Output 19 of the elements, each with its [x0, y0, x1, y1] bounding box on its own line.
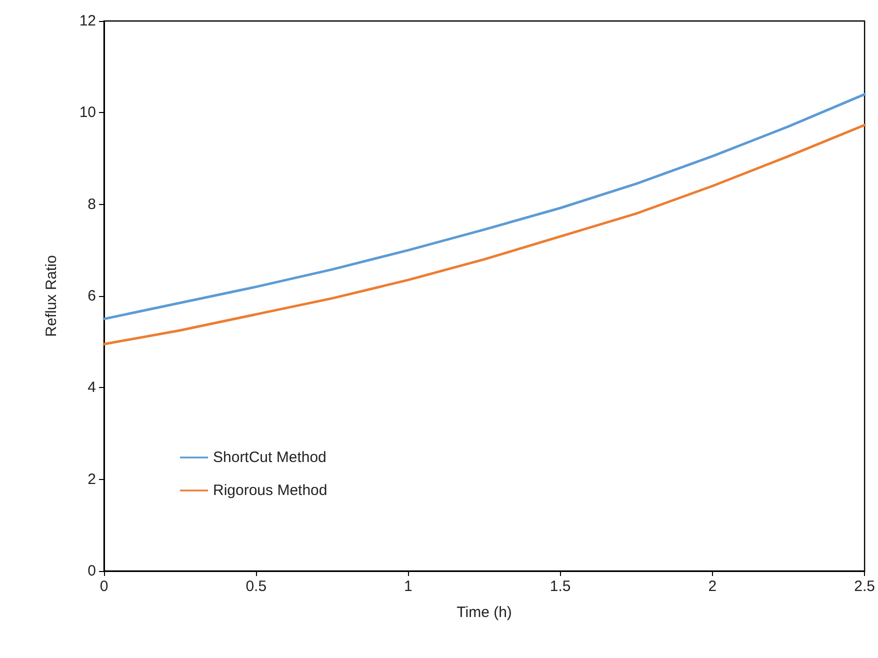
x-tick-label: 2.5 [854, 578, 876, 595]
x-axis-title: Time (h) [456, 604, 512, 621]
line-series [102, 93, 866, 320]
x-tick-label: 0 [100, 578, 108, 595]
legend-label: Rigorous Method [213, 482, 328, 499]
y-tick-label: 2 [88, 470, 96, 488]
x-tick-label: 1 [404, 578, 412, 595]
y-tick-label: 8 [88, 196, 96, 213]
y-axis-title: Reflux Ratio [43, 255, 60, 337]
x-tick-label: 2 [708, 578, 717, 595]
legend-label: ShortCut Method [213, 449, 326, 466]
y-tick-label: 4 [88, 379, 96, 396]
x-tick-label: 1.5 [550, 578, 571, 595]
x-tick-label: 0.5 [246, 578, 267, 595]
y-tick-label: 12 [79, 12, 96, 30]
y-tick-label: 0 [88, 562, 96, 580]
y-tick-label: 6 [88, 288, 96, 304]
y-tick-label: 10 [79, 104, 96, 122]
line-series [102, 124, 866, 346]
